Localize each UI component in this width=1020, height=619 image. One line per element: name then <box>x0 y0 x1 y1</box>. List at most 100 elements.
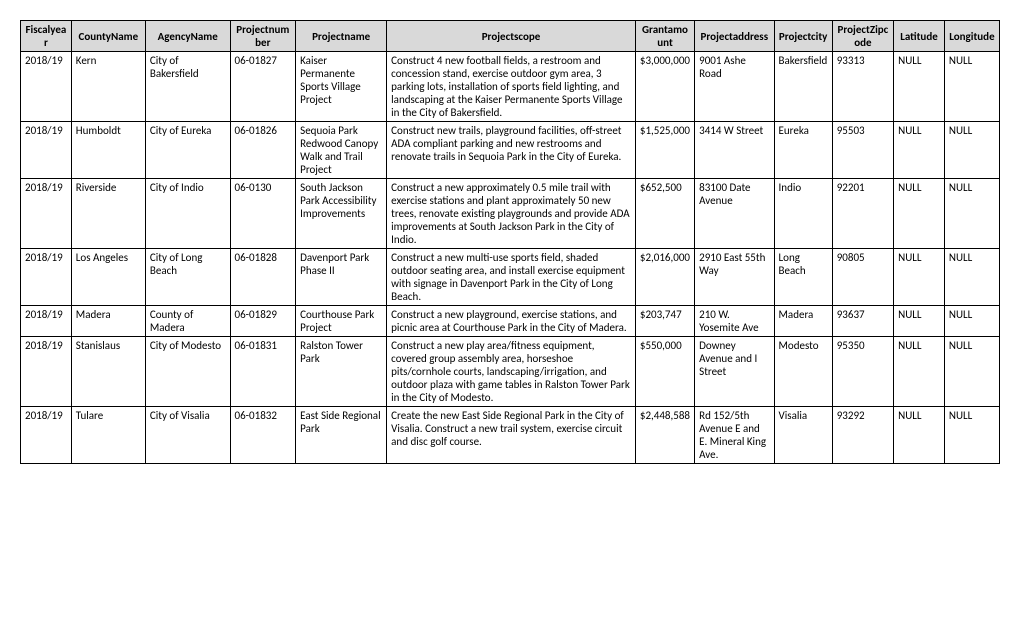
col-projectnumber: Projectnumber <box>230 21 296 52</box>
cell-lon: NULL <box>944 337 999 407</box>
cell-lat: NULL <box>894 337 945 407</box>
cell-city: Modesto <box>774 337 832 407</box>
cell-lon: NULL <box>944 306 999 337</box>
col-fiscalyear: Fiscalyear <box>21 21 72 52</box>
table-row: 2018/19RiversideCity of Indio06-0130Sout… <box>21 179 1000 249</box>
cell-county: Tulare <box>71 407 145 464</box>
cell-fy: 2018/19 <box>21 249 72 306</box>
cell-agency: City of Long Beach <box>145 249 230 306</box>
cell-pname: Ralston Tower Park <box>296 337 387 407</box>
cell-city: Bakersfield <box>774 52 832 122</box>
cell-county: Los Angeles <box>71 249 145 306</box>
col-projectaddress: Projectaddress <box>695 21 774 52</box>
cell-city: Visalia <box>774 407 832 464</box>
cell-fy: 2018/19 <box>21 179 72 249</box>
cell-scope: Construct a new playground, exercise sta… <box>387 306 636 337</box>
cell-scope: Construct a new approximately 0.5 mile t… <box>387 179 636 249</box>
table-row: 2018/19StanislausCity of Modesto06-01831… <box>21 337 1000 407</box>
cell-addr: 83100 Date Avenue <box>695 179 774 249</box>
cell-zip: 93313 <box>832 52 893 122</box>
cell-grant: $1,525,000 <box>635 122 694 179</box>
col-grantamount: Grantamount <box>635 21 694 52</box>
col-projectzipcode: ProjectZipcode <box>832 21 893 52</box>
table-row: 2018/19KernCity of Bakersfield06-01827Ka… <box>21 52 1000 122</box>
cell-grant: $550,000 <box>635 337 694 407</box>
cell-addr: Rd 152/5th Avenue E and E. Mineral King … <box>695 407 774 464</box>
cell-grant: $2,016,000 <box>635 249 694 306</box>
cell-grant: $203,747 <box>635 306 694 337</box>
cell-fy: 2018/19 <box>21 337 72 407</box>
cell-addr: 3414 W Street <box>695 122 774 179</box>
cell-lon: NULL <box>944 179 999 249</box>
cell-grant: $3,000,000 <box>635 52 694 122</box>
cell-lat: NULL <box>894 306 945 337</box>
cell-zip: 92201 <box>832 179 893 249</box>
cell-agency: County of Madera <box>145 306 230 337</box>
cell-lon: NULL <box>944 122 999 179</box>
cell-city: Long Beach <box>774 249 832 306</box>
col-projectscope: Projectscope <box>387 21 636 52</box>
cell-county: Madera <box>71 306 145 337</box>
cell-pnum: 06-0130 <box>230 179 296 249</box>
cell-lat: NULL <box>894 249 945 306</box>
cell-fy: 2018/19 <box>21 122 72 179</box>
cell-pnum: 06-01831 <box>230 337 296 407</box>
cell-zip: 95350 <box>832 337 893 407</box>
cell-lat: NULL <box>894 407 945 464</box>
table-row: 2018/19MaderaCounty of Madera06-01829Cou… <box>21 306 1000 337</box>
cell-zip: 93292 <box>832 407 893 464</box>
col-projectname: Projectname <box>296 21 387 52</box>
cell-city: Indio <box>774 179 832 249</box>
cell-agency: City of Bakersfield <box>145 52 230 122</box>
cell-pnum: 06-01828 <box>230 249 296 306</box>
cell-pnum: 06-01826 <box>230 122 296 179</box>
cell-lon: NULL <box>944 249 999 306</box>
cell-scope: Create the new East Side Regional Park i… <box>387 407 636 464</box>
cell-fy: 2018/19 <box>21 306 72 337</box>
cell-pname: South Jackson Park Accessibility Improve… <box>296 179 387 249</box>
col-longitude: Longitude <box>944 21 999 52</box>
cell-fy: 2018/19 <box>21 407 72 464</box>
cell-lat: NULL <box>894 122 945 179</box>
projects-table: Fiscalyear CountyName AgencyName Project… <box>20 20 1000 464</box>
cell-pname: Davenport Park Phase II <box>296 249 387 306</box>
table-row: 2018/19HumboldtCity of Eureka06-01826Seq… <box>21 122 1000 179</box>
cell-agency: City of Modesto <box>145 337 230 407</box>
cell-addr: 9001 Ashe Road <box>695 52 774 122</box>
cell-zip: 93637 <box>832 306 893 337</box>
cell-addr: 210 W. Yosemite Ave <box>695 306 774 337</box>
cell-county: Riverside <box>71 179 145 249</box>
col-projectcity: Projectcity <box>774 21 832 52</box>
cell-zip: 90805 <box>832 249 893 306</box>
cell-scope: Construct a new multi-use sports field, … <box>387 249 636 306</box>
col-latitude: Latitude <box>894 21 945 52</box>
cell-scope: Construct new trails, playground facilit… <box>387 122 636 179</box>
table-row: 2018/19TulareCity of Visalia06-01832East… <box>21 407 1000 464</box>
cell-pname: Kaiser Permanente Sports Village Project <box>296 52 387 122</box>
cell-lon: NULL <box>944 407 999 464</box>
cell-grant: $652,500 <box>635 179 694 249</box>
cell-fy: 2018/19 <box>21 52 72 122</box>
cell-zip: 95503 <box>832 122 893 179</box>
cell-scope: Construct a new play area/fitness equipm… <box>387 337 636 407</box>
table-row: 2018/19Los AngelesCity of Long Beach06-0… <box>21 249 1000 306</box>
col-agencyname: AgencyName <box>145 21 230 52</box>
cell-county: Humboldt <box>71 122 145 179</box>
cell-scope: Construct 4 new football fields, a restr… <box>387 52 636 122</box>
cell-pname: East Side Regional Park <box>296 407 387 464</box>
col-countyname: CountyName <box>71 21 145 52</box>
cell-pname: Sequoia Park Redwood Canopy Walk and Tra… <box>296 122 387 179</box>
cell-addr: Downey Avenue and I Street <box>695 337 774 407</box>
cell-agency: City of Indio <box>145 179 230 249</box>
cell-grant: $2,448,588 <box>635 407 694 464</box>
cell-pname: Courthouse Park Project <box>296 306 387 337</box>
cell-city: Eureka <box>774 122 832 179</box>
cell-pnum: 06-01827 <box>230 52 296 122</box>
cell-county: Kern <box>71 52 145 122</box>
cell-lat: NULL <box>894 52 945 122</box>
cell-agency: City of Eureka <box>145 122 230 179</box>
cell-agency: City of Visalia <box>145 407 230 464</box>
cell-city: Madera <box>774 306 832 337</box>
cell-lon: NULL <box>944 52 999 122</box>
cell-addr: 2910 East 55th Way <box>695 249 774 306</box>
